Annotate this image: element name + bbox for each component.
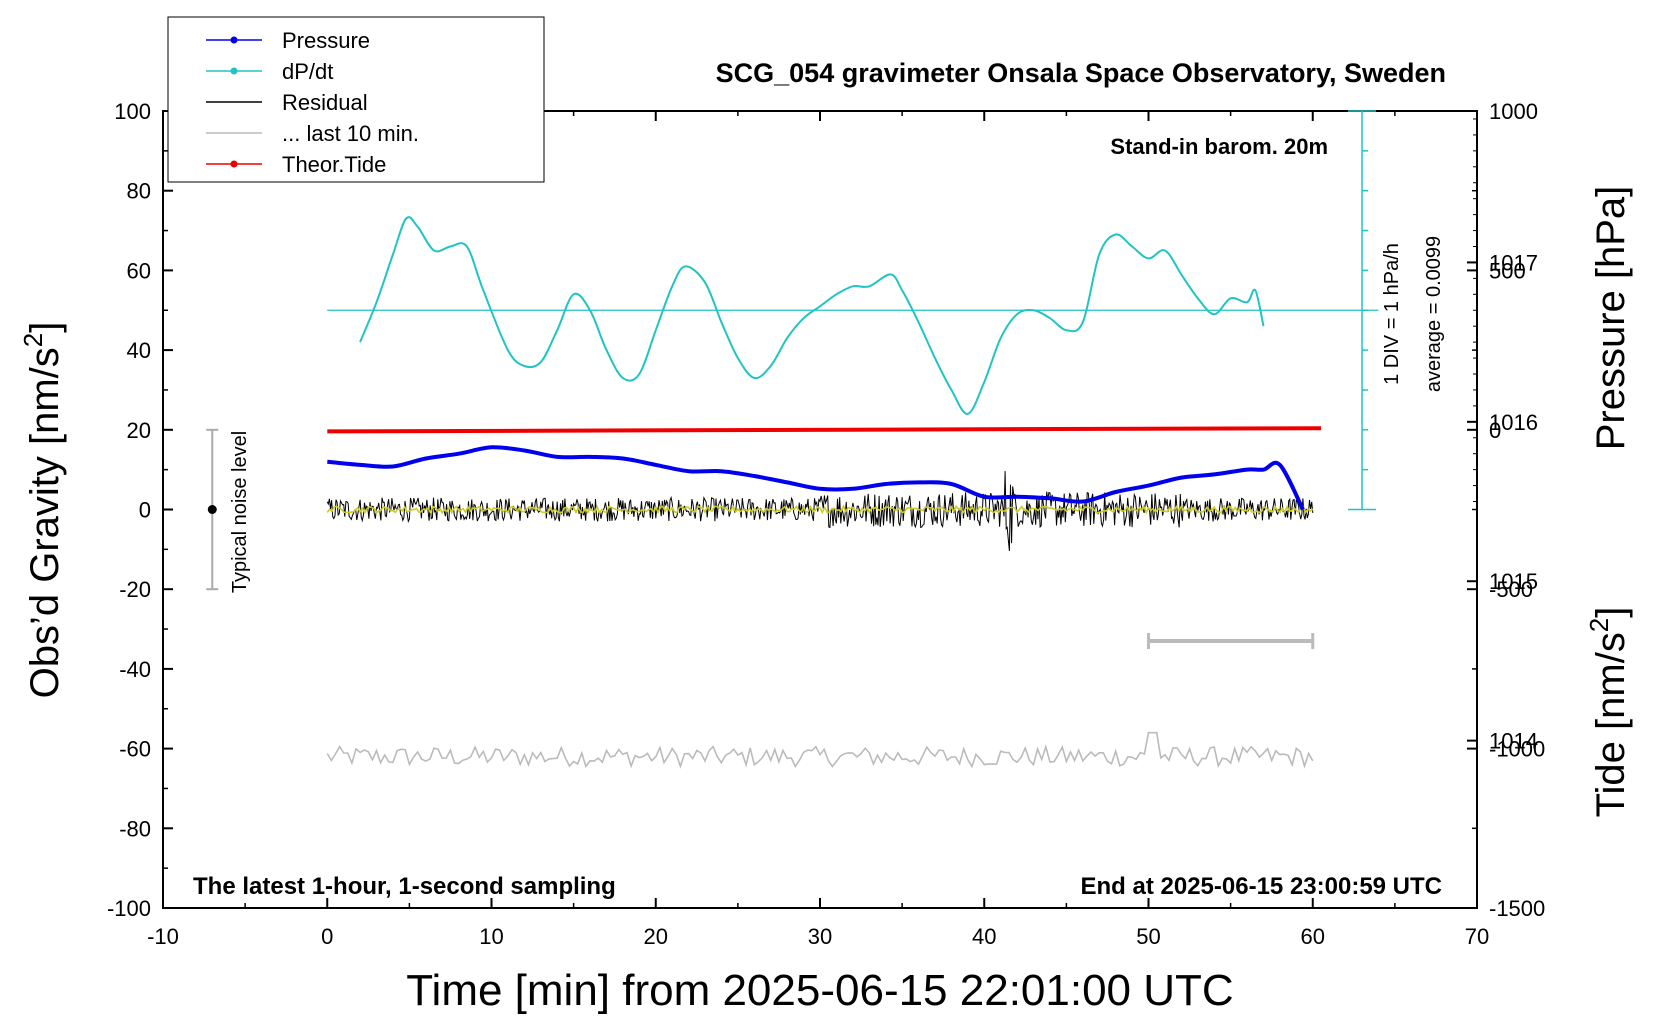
x-tick-label-0: -10 (147, 924, 179, 949)
legend-box (167, 16, 545, 183)
pressure-tick-label-0: 1014 (1489, 729, 1538, 754)
tide-tick-label-4: 500 (1489, 258, 1526, 283)
y-left-tick-label-9: 80 (127, 179, 151, 204)
chart-title: SCG_054 gravimeter Onsala Space Observat… (716, 58, 1446, 88)
y-left-tick-label-5: 0 (139, 498, 151, 523)
noise-center-dot (207, 505, 217, 514)
series-last-10-min (326, 731, 1314, 769)
dpdt-average-label: average = 0.0099 (1423, 236, 1445, 392)
legend-label-3: ... last 10 min. (282, 121, 419, 146)
sampling-note: The latest 1-hour, 1-second sampling (193, 873, 616, 900)
x-tick-label-5: 40 (972, 924, 996, 949)
series-pressure (327, 445, 1305, 511)
y-left-axis-title: Obs’d Gravity [nm/s2] (18, 322, 67, 699)
pressure-tick-label-2: 1016 (1489, 410, 1538, 435)
x-axis-title: Time [min] from 2025-06-15 22:01:00 UTC (406, 966, 1233, 1015)
tide-axis-ticks: -1500 -1000 -500 0 500 1000 (1467, 99, 1545, 921)
tide-tick-label-1: -1000 (1489, 737, 1545, 762)
legend-label-2: Residual (282, 90, 368, 115)
y-left-title-sup: 2 (18, 333, 48, 347)
y-left-title-main: Obs’d Gravity [nm/s (23, 347, 67, 698)
pressure-tick-label-1: 1015 (1489, 569, 1538, 594)
y-left-tick-label-1: -80 (119, 816, 151, 841)
tide-title-main: Tide [nm/s (1589, 632, 1633, 817)
x-tick-label-3: 20 (644, 924, 668, 949)
y-left-tick-label-4: -20 (119, 577, 151, 602)
x-tick-label-1: 0 (321, 924, 333, 949)
y-left-tick-label-10: 100 (114, 99, 151, 124)
tide-tick-label-5: 1000 (1489, 99, 1538, 124)
last-10-min-range-marker (1147, 633, 1315, 650)
y-left-tick-label-3: -40 (119, 657, 151, 682)
y-left-title-end: ] (23, 322, 67, 333)
dpdt-scale-bar (327, 110, 1379, 511)
tide-tick-label-2: -500 (1489, 577, 1533, 602)
tide-title-sup: 2 (1584, 618, 1614, 632)
x-tick-label-4: 30 (808, 924, 832, 949)
pressure-axis-title: Pressure [hPa] (1589, 186, 1633, 451)
series-dpdt (359, 216, 1265, 415)
tide-tick-label-0: -1500 (1489, 896, 1545, 921)
x-axis-ticks: -10 0 10 20 30 40 50 60 70 (147, 111, 1489, 949)
noise-level-label: Typical noise level (229, 431, 251, 593)
x-tick-label-7: 60 (1301, 924, 1325, 949)
legend-marker-1 (230, 67, 238, 75)
y-left-axis-ticks: -100 -80 -60 -40 -20 0 20 40 60 80 100 (107, 99, 173, 921)
legend-label-4: Theor.Tide (282, 152, 386, 177)
legend-label-0: Pressure (282, 28, 370, 53)
y-left-tick-label-0: -100 (107, 896, 151, 921)
x-tick-label-6: 50 (1136, 924, 1160, 949)
y-left-tick-label-2: -60 (119, 737, 151, 762)
barometer-note: Stand-in barom. 20m (1110, 134, 1328, 159)
x-tick-label-8: 70 (1465, 924, 1489, 949)
y-left-tick-label-8: 60 (127, 258, 151, 283)
series-layer (326, 216, 1322, 769)
legend-label-1: dP/dt (282, 59, 333, 84)
legend-marker-4 (230, 160, 238, 168)
dpdt-scale-label: 1 DIV = 1 hPa/h (1381, 243, 1403, 385)
pressure-tick-label-3: 1017 (1489, 250, 1538, 275)
tide-tick-label-3: 0 (1489, 418, 1501, 443)
y-left-tick-label-7: 40 (127, 338, 151, 363)
legend: Pressure dP/dt Residual ... last 10 min. The… (167, 16, 545, 183)
tide-axis-title: Tide [nm/s2] (1584, 607, 1633, 818)
pressure-axis-ticks: 1014 1015 1016 1017 (1467, 118, 1538, 754)
tide-title-end: ] (1589, 607, 1633, 618)
y-left-tick-label-6: 20 (127, 418, 151, 443)
end-time-note: End at 2025-06-15 23:00:59 UTC (1081, 873, 1443, 900)
noise-level-indicator (206, 428, 219, 591)
series-residual-filtered (326, 504, 1314, 515)
legend-marker-0 (230, 36, 238, 44)
x-tick-label-2: 10 (479, 924, 503, 949)
series-theor-tide (327, 426, 1322, 434)
